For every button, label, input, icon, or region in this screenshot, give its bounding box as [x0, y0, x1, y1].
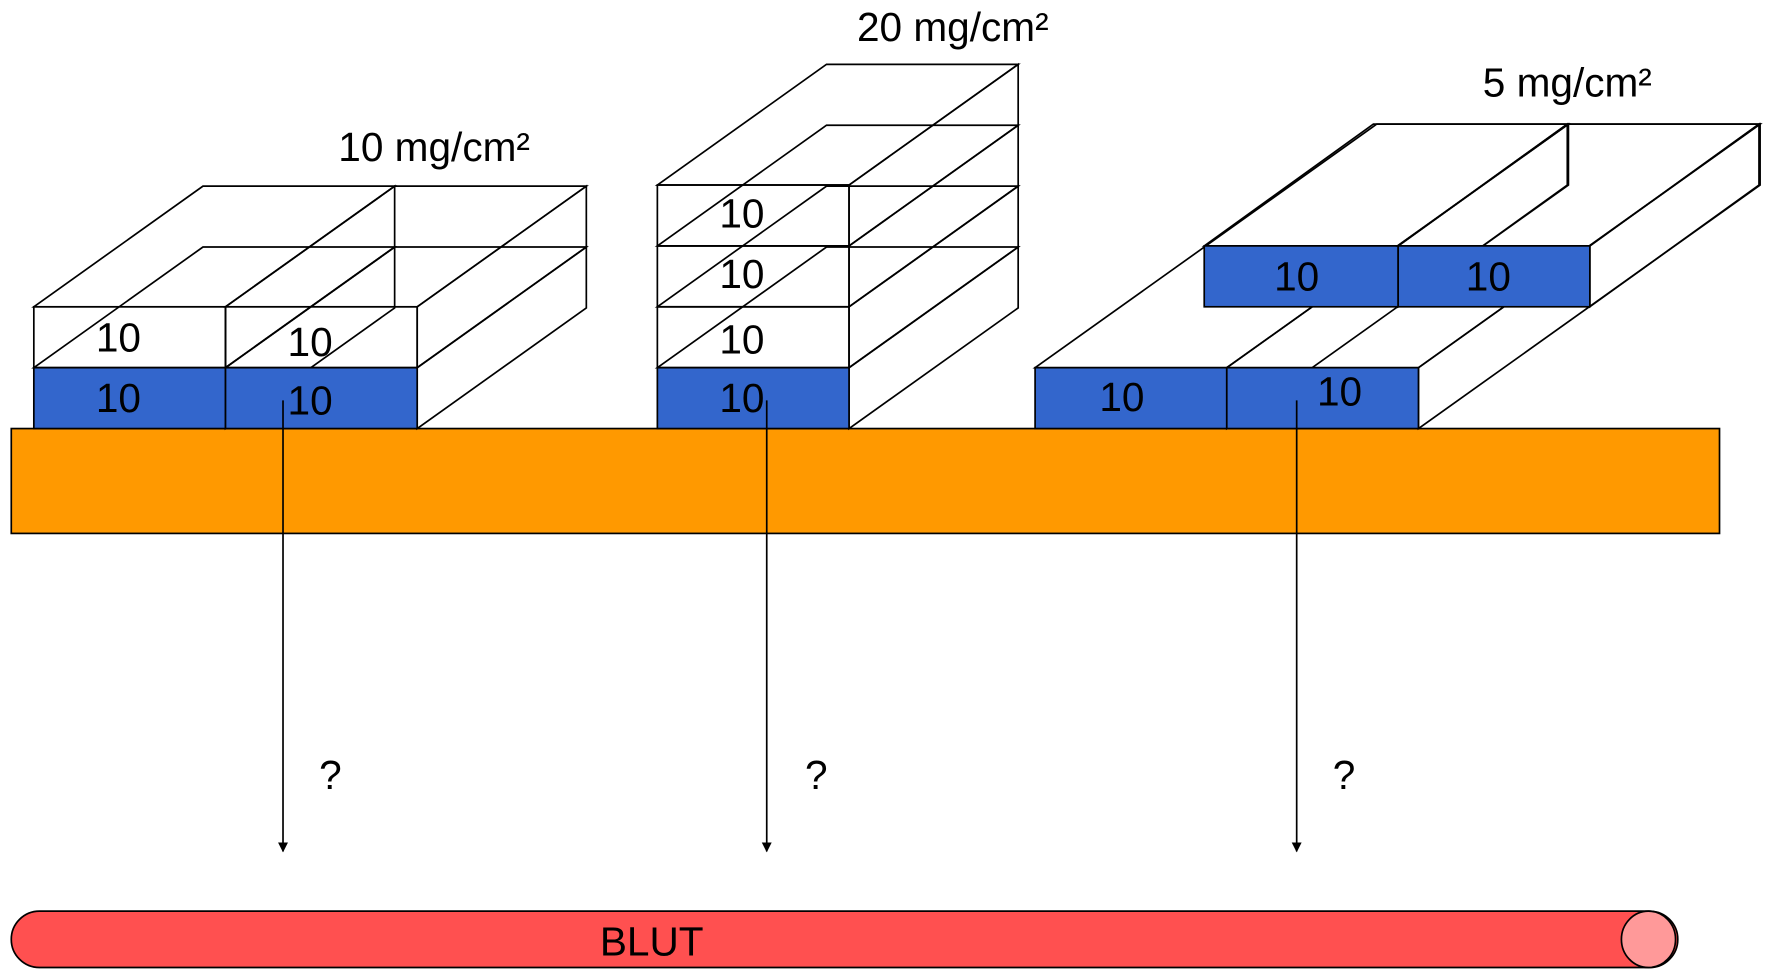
cell-label: 10: [1466, 253, 1511, 299]
cell-label: 10: [96, 375, 141, 421]
cell-label: 10: [1317, 368, 1362, 414]
cell-label: 10: [719, 190, 764, 236]
dose-label: 5 mg/cm²: [1483, 60, 1652, 106]
box-top: [1204, 124, 1567, 246]
cell-label: 10: [1099, 374, 1144, 420]
box-top: [1398, 124, 1759, 246]
blood-label: BLUT: [600, 919, 704, 965]
box-side: [1590, 124, 1759, 307]
diagram: BLUT 10 mg/cm² 10 10 10 10? 20 mg/cm² 10 10 10 10…: [0, 0, 1768, 971]
blood-vessel: BLUT: [11, 911, 1678, 967]
cell-label: 10: [719, 375, 764, 421]
patches: [34, 64, 1760, 428]
cell-label: 10: [96, 314, 141, 360]
box-side: [849, 247, 1018, 429]
box-side: [849, 64, 1018, 246]
box-side: [417, 247, 586, 429]
box-side: [849, 125, 1018, 307]
box-side: [417, 186, 586, 368]
cell-label: 10: [288, 319, 333, 365]
skin-layer: [11, 429, 1719, 534]
question-label: ?: [319, 752, 342, 798]
vessel-body: [11, 911, 1678, 967]
question-label: ?: [1333, 752, 1356, 798]
dose-label: 20 mg/cm²: [857, 4, 1049, 50]
cell-label: 10: [1274, 253, 1319, 299]
question-label: ?: [805, 752, 828, 798]
dose-label: 10 mg/cm²: [338, 124, 530, 170]
vessel-end: [1621, 911, 1675, 967]
cell-label: 10: [288, 377, 333, 423]
box-side: [849, 186, 1018, 368]
cell-label: 10: [719, 251, 764, 297]
cell-label: 10: [719, 317, 764, 363]
